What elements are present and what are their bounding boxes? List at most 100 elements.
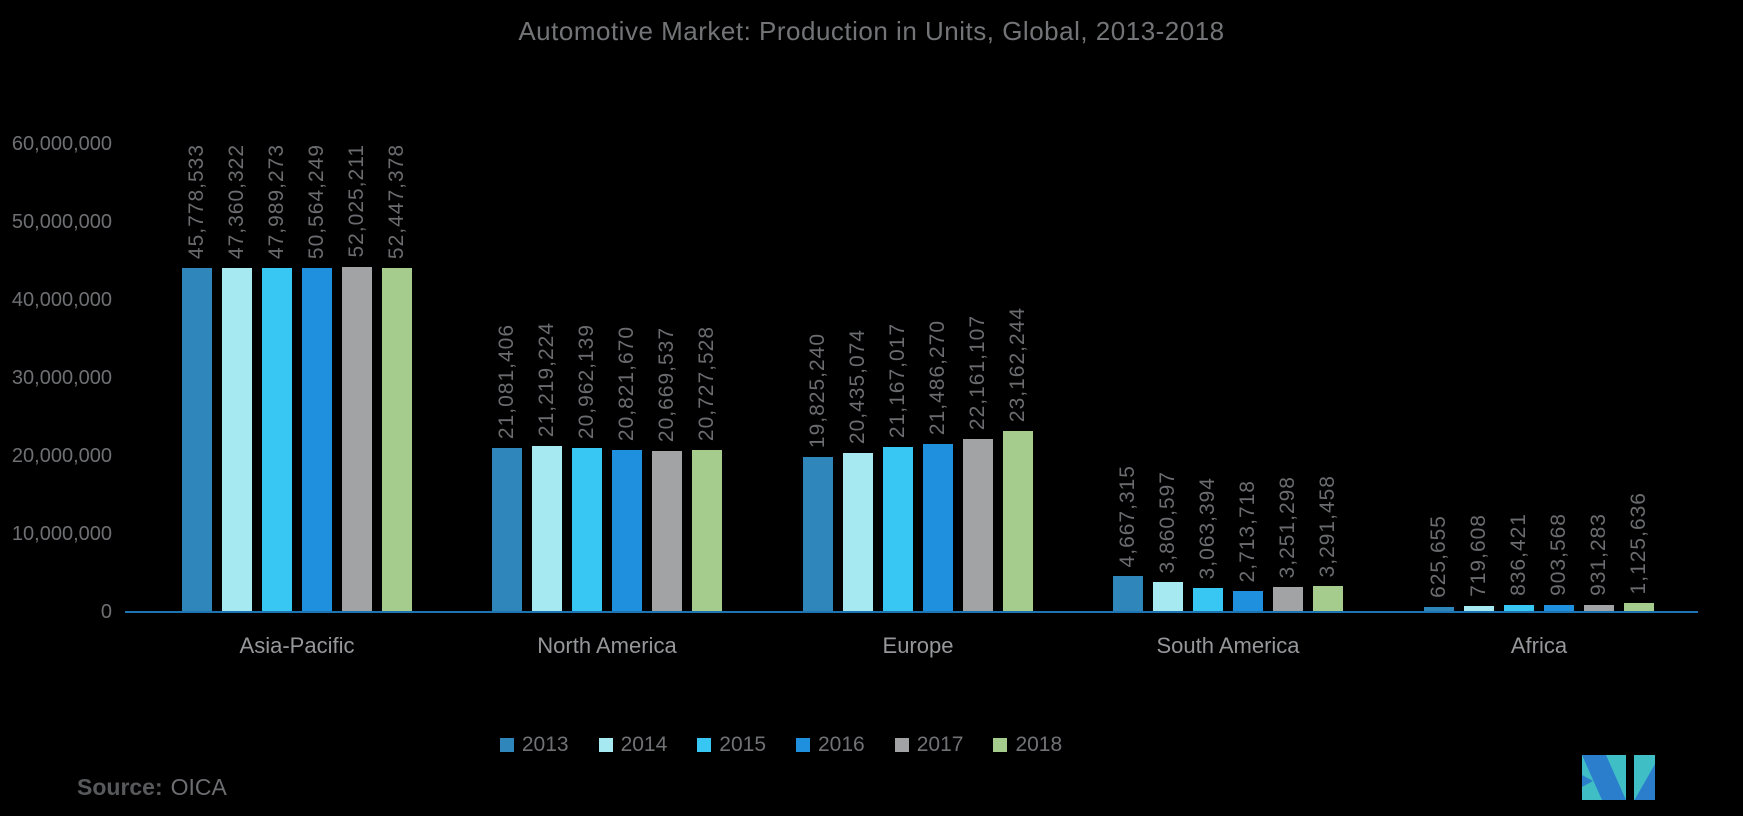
- bar-south-america-2015: [1193, 588, 1223, 612]
- source-value: OICA: [170, 774, 227, 800]
- bar-value-label: 3,291,458: [1316, 474, 1339, 577]
- legend-label: 2017: [916, 733, 964, 756]
- bar-asia-pacific-2016: [302, 268, 332, 612]
- bar-column: 21,486,270: [923, 144, 953, 612]
- bar-column: 625,655: [1424, 144, 1454, 612]
- bar-south-america-2018: [1313, 586, 1343, 612]
- bar-africa-2013: [1424, 607, 1454, 612]
- bar-asia-pacific-2015: [262, 268, 292, 612]
- bar-column: 21,219,224: [532, 144, 562, 612]
- bar-value-label: 47,360,322: [225, 144, 248, 260]
- bar-north-america-2016: [612, 450, 642, 612]
- x-axis-line: [125, 611, 1698, 613]
- bar-value-label: 836,421: [1507, 513, 1530, 596]
- legend-item-2015: 2015: [697, 733, 766, 757]
- bar-value-label: 20,727,528: [695, 325, 718, 441]
- bar-column: 4,667,315: [1113, 144, 1143, 612]
- bar-value-label: 1,125,636: [1627, 491, 1650, 594]
- y-tick-label: 40,000,000: [11, 289, 112, 311]
- y-tick-label: 10,000,000: [11, 523, 112, 545]
- legend-swatch: [697, 738, 712, 752]
- bar-value-label: 3,251,298: [1276, 475, 1299, 578]
- bar-column: 836,421: [1504, 144, 1534, 612]
- bar-africa-2017: [1584, 605, 1614, 612]
- bar-column: 50,564,249: [302, 144, 332, 612]
- bar-south-america-2017: [1273, 587, 1303, 612]
- bar-group-asia-pacific: 45,778,533 47,360,322 47,989,273 50,564,249…: [142, 144, 452, 658]
- bar-value-label: 2,713,718: [1236, 479, 1259, 582]
- logo-tile1-diagonal: [1582, 755, 1626, 800]
- bar-value-label: 21,219,224: [535, 321, 558, 437]
- bar-africa-2014: [1464, 606, 1494, 612]
- legend-label: 2014: [620, 733, 668, 756]
- bar-europe-2018: [1003, 431, 1033, 612]
- bar-value-label: 52,025,211: [345, 144, 368, 258]
- y-tick-label: 60,000,000: [11, 133, 112, 155]
- bar-column: 52,025,211: [342, 144, 372, 612]
- bar-column: 2,713,718: [1233, 144, 1263, 612]
- bar-south-america-2014: [1153, 582, 1183, 612]
- bar-value-label: 22,161,107: [966, 314, 989, 430]
- category-label-north-america: North America: [537, 633, 677, 658]
- bar-column: 45,778,533: [182, 144, 212, 612]
- legend-item-2016: 2016: [796, 733, 865, 757]
- bar-value-label: 931,283: [1587, 513, 1610, 596]
- y-tick-label: 50,000,000: [11, 211, 112, 233]
- bar-value-label: 903,568: [1547, 513, 1570, 596]
- y-tick-label: 30,000,000: [11, 367, 112, 389]
- mordor-intelligence-logo: [1582, 755, 1655, 800]
- source-line: Source: OICA: [77, 774, 227, 801]
- bar-north-america-2018: [692, 450, 722, 612]
- legend-item-2014: 2014: [598, 733, 668, 757]
- legend-label: 2018: [1015, 733, 1063, 756]
- category-label-africa: Africa: [1510, 633, 1568, 658]
- bar-value-label: 4,667,315: [1116, 464, 1139, 567]
- bar-south-america-2016: [1233, 591, 1263, 612]
- legend-label: 2015: [719, 733, 766, 756]
- legend-label: 2016: [818, 733, 865, 756]
- bar-value-label: 45,778,533: [185, 144, 208, 260]
- bar-column: 931,283: [1584, 144, 1614, 612]
- y-axis: 0 10,000,000 20,000,000 30,000,000 40,000,00…: [0, 0, 112, 816]
- bar-value-label: 52,447,378: [385, 144, 408, 260]
- bar-group-south-america: 4,667,315 3,860,597 3,063,394 2,713,718 3,25…: [1073, 144, 1383, 658]
- bar-value-label: 20,962,139: [575, 323, 598, 439]
- bar-value-label: 20,435,074: [846, 328, 869, 444]
- logo-tile2-triangle: [1634, 764, 1655, 800]
- y-tick-label: 20,000,000: [11, 445, 112, 467]
- category-label-south-america: South America: [1156, 633, 1300, 658]
- bar-value-label: 719,608: [1467, 514, 1490, 597]
- bar-south-america-2013: [1113, 576, 1143, 612]
- bar-africa-2015: [1504, 605, 1534, 612]
- bar-column: 20,962,139: [572, 144, 602, 612]
- bar-europe-2013: [803, 457, 833, 612]
- legend-item-2013: 2013: [499, 733, 569, 757]
- bar-column: 903,568: [1544, 144, 1574, 612]
- bar-column: 23,162,244: [1003, 144, 1033, 612]
- logo-tile1-notch: [1582, 775, 1593, 787]
- y-tick-label: 0: [100, 601, 112, 623]
- bar-africa-2018: [1624, 603, 1654, 612]
- bar-value-label: 47,989,273: [265, 144, 288, 260]
- bar-column: 22,161,107: [963, 144, 993, 612]
- bar-north-america-2017: [652, 451, 682, 612]
- bar-value-label: 21,081,406: [495, 323, 518, 439]
- bar-value-label: 19,825,240: [806, 332, 829, 448]
- bar-column: 719,608: [1464, 144, 1494, 612]
- bar-group-europe: 19,825,240 20,435,074 21,167,017 21,486,270…: [763, 144, 1073, 658]
- bar-europe-2014: [843, 453, 873, 612]
- bar-column: 21,081,406: [492, 144, 522, 612]
- bar-column: 19,825,240: [803, 144, 833, 612]
- bar-column: 47,989,273: [262, 144, 292, 612]
- bar-north-america-2015: [572, 448, 602, 612]
- bar-group-africa: 625,655 719,608 836,421 903,568 931,283 1,125…: [1384, 144, 1694, 658]
- category-label-europe: Europe: [882, 633, 954, 658]
- bar-europe-2017: [963, 439, 993, 612]
- chart-title: Automotive Market: Production in Units, …: [518, 16, 1225, 46]
- bar-column: 3,251,298: [1273, 144, 1303, 612]
- bar-column: 1,125,636: [1624, 144, 1654, 612]
- bar-value-label: 3,860,597: [1156, 470, 1179, 573]
- bar-value-label: 50,564,249: [305, 144, 328, 260]
- bar-value-label: 20,669,537: [655, 326, 678, 442]
- legend-swatch: [499, 738, 514, 752]
